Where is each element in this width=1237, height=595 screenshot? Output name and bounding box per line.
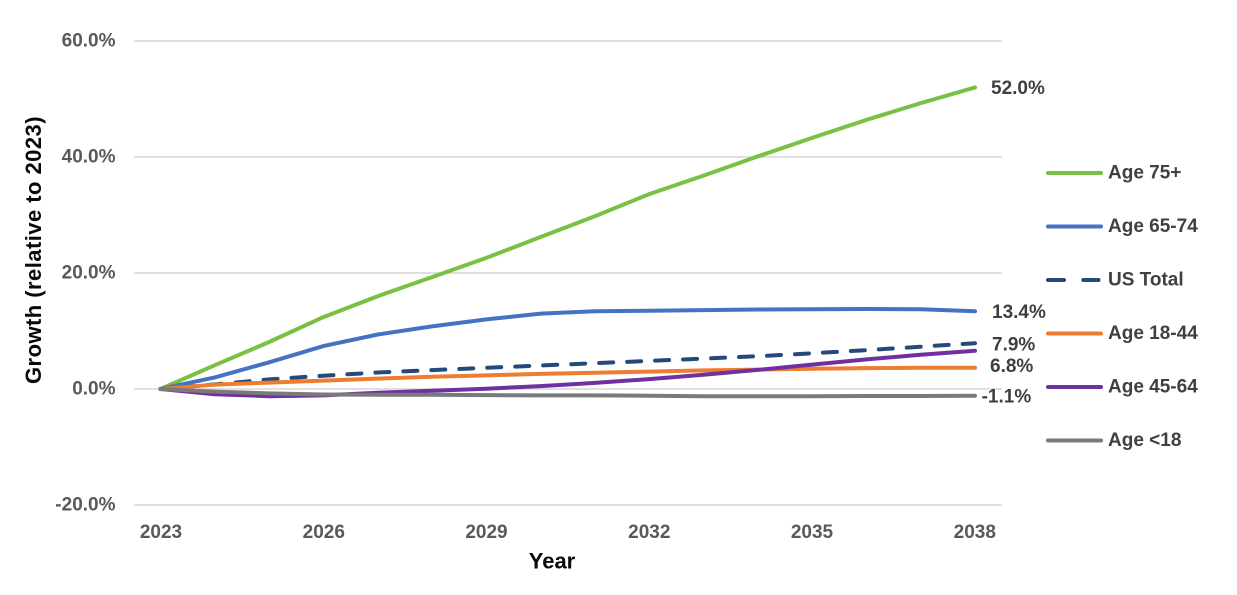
svg-text:2026: 2026 bbox=[303, 522, 345, 543]
svg-text:-1.1%: -1.1% bbox=[982, 387, 1032, 408]
svg-text:Growth (relative to 2023): Growth (relative to 2023) bbox=[21, 116, 46, 384]
svg-text:2035: 2035 bbox=[791, 522, 834, 543]
svg-text:-20.0%: -20.0% bbox=[55, 495, 115, 516]
svg-text:2029: 2029 bbox=[465, 522, 507, 543]
svg-text:52.0%: 52.0% bbox=[991, 78, 1045, 99]
svg-text:Age 75+: Age 75+ bbox=[1108, 163, 1181, 184]
svg-text:US Total: US Total bbox=[1108, 270, 1184, 291]
svg-text:6.8%: 6.8% bbox=[990, 356, 1033, 377]
svg-text:Age 65-74: Age 65-74 bbox=[1108, 216, 1198, 237]
svg-text:Age 45-64: Age 45-64 bbox=[1108, 377, 1198, 398]
svg-text:13.4%: 13.4% bbox=[992, 302, 1046, 323]
svg-text:40.0%: 40.0% bbox=[62, 147, 116, 168]
svg-text:20.0%: 20.0% bbox=[62, 263, 116, 284]
svg-text:2032: 2032 bbox=[628, 522, 670, 543]
svg-text:2023: 2023 bbox=[140, 522, 182, 543]
svg-text:60.0%: 60.0% bbox=[62, 31, 116, 52]
svg-text:2038: 2038 bbox=[954, 522, 996, 543]
svg-text:0.0%: 0.0% bbox=[72, 379, 115, 400]
svg-text:Age 18-44: Age 18-44 bbox=[1108, 323, 1198, 344]
svg-text:7.9%: 7.9% bbox=[992, 335, 1035, 356]
svg-text:Year: Year bbox=[529, 549, 576, 574]
svg-text:Age <18: Age <18 bbox=[1108, 430, 1181, 451]
